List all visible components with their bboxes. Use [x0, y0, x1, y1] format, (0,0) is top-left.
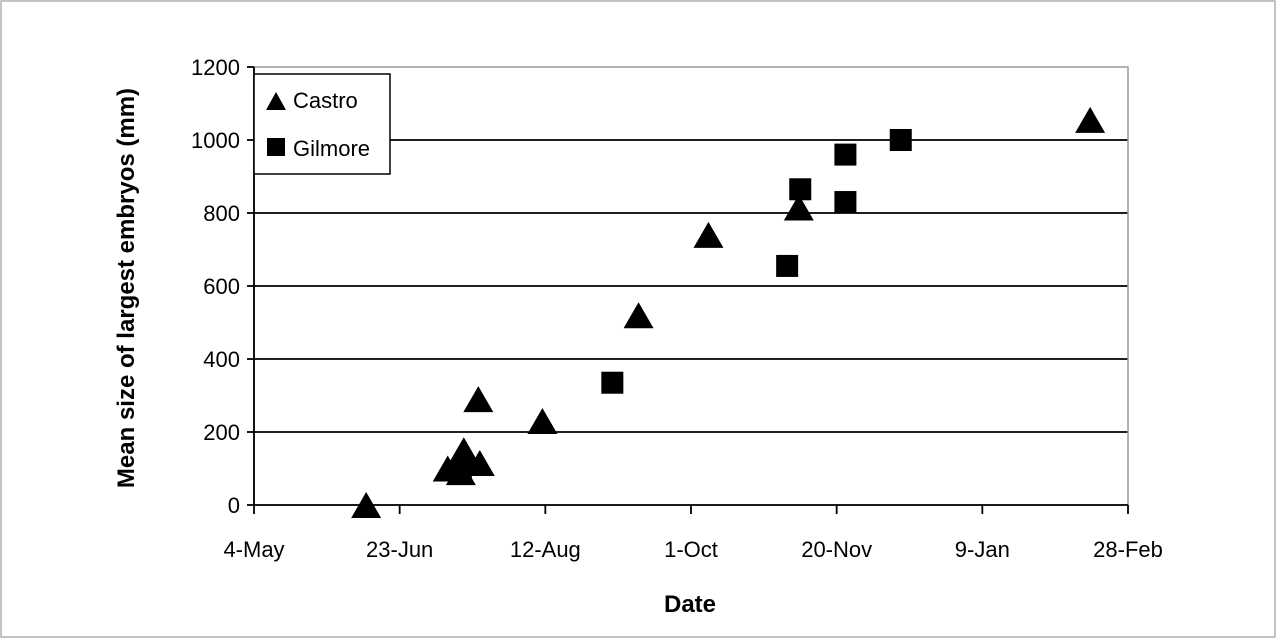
data-points: [351, 106, 1106, 518]
x-tick-label: 4-May: [223, 537, 284, 562]
legend-square-marker: [267, 138, 285, 156]
gilmore-point: [834, 191, 857, 214]
y-tick-label: 1000: [191, 128, 240, 153]
x-tick-label: 1-Oct: [664, 537, 718, 562]
castro-point: [463, 386, 494, 413]
gilmore-point: [834, 143, 857, 166]
legend-box: [253, 73, 391, 175]
castro-point: [623, 302, 654, 329]
castro-point: [527, 408, 558, 435]
y-tick-label: 800: [203, 201, 240, 226]
y-axis-ticks: 0 200 400 600 800 1000 1200: [191, 55, 254, 518]
castro-point: [783, 194, 814, 221]
legend: Castro Gilmore: [253, 73, 391, 175]
gilmore-point: [449, 462, 472, 485]
castro-point: [448, 437, 479, 464]
y-axis-title: Mean size of largest embryos (mm): [113, 88, 140, 488]
y-tick-label: 400: [203, 347, 240, 372]
legend-label-gilmore: Gilmore: [293, 136, 370, 161]
gilmore-point: [889, 129, 912, 151]
legend-triangle-marker: [266, 92, 286, 110]
legend-label-castro: Castro: [293, 88, 358, 113]
y-tick-label: 1200: [191, 55, 240, 80]
castro-point: [1075, 106, 1106, 133]
x-tick-label: 9-Jan: [955, 537, 1010, 562]
gilmore-point: [789, 178, 812, 201]
x-tick-label: 12-Aug: [510, 537, 581, 562]
x-tick-label: 28-Feb: [1093, 537, 1163, 562]
x-tick-label: 20-Nov: [801, 537, 872, 562]
gilmore-point: [776, 254, 799, 277]
y-tick-label: 200: [203, 420, 240, 445]
castro-point: [351, 492, 382, 518]
gilmore-point: [601, 371, 624, 394]
x-axis-ticks: 4-May 23-Jun 12-Aug 1-Oct 20-Nov 9-Jan 28-Feb: [223, 505, 1163, 562]
x-axis-title: Date: [664, 591, 716, 618]
castro-point: [464, 450, 495, 477]
x-tick-label: 23-Jun: [366, 537, 433, 562]
y-tick-label: 600: [203, 274, 240, 299]
gridlines: [254, 139, 1128, 433]
y-tick-label: 0: [228, 493, 240, 518]
castro-point: [693, 221, 724, 248]
